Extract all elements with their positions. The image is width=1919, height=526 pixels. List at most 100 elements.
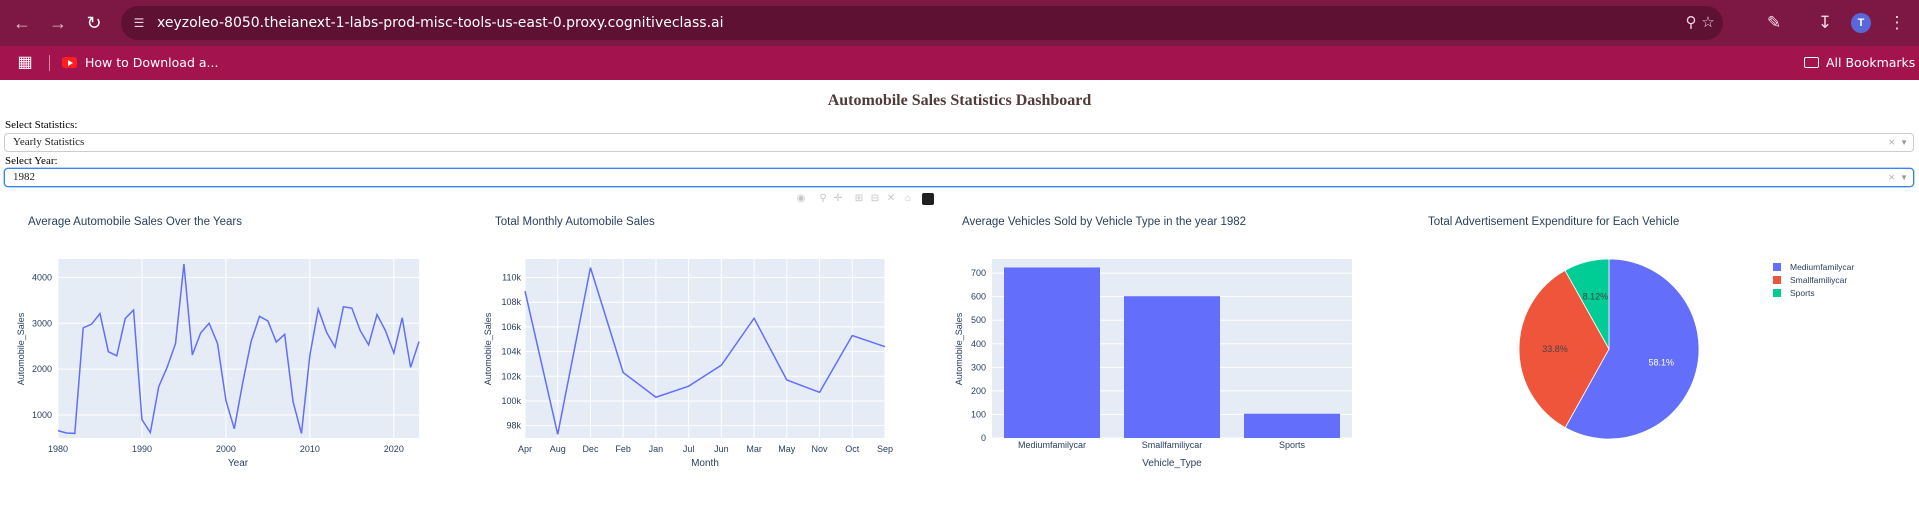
autoscale-icon[interactable]: ✕	[886, 193, 896, 204]
statistics-dropdown[interactable]: Yearly Statistics × ▼	[4, 133, 1914, 152]
legend-swatch	[1773, 289, 1781, 297]
all-bookmarks-button[interactable]: All Bookmarks	[1804, 46, 1915, 80]
zoom-in-icon[interactable]: ⊞	[854, 193, 864, 204]
pie-slice	[1564, 258, 1700, 440]
slice-label: 33.8%	[1542, 344, 1568, 354]
chart-monthly-sales: Total Monthly Automobile Sales 98k 100k 10…	[483, 216, 893, 469]
url-text[interactable]: xeyzoleo-8050.theianext-1-labs-prod-misc…	[157, 15, 724, 31]
chart-title: Average Vehicles Sold by Vehicle Type in…	[962, 216, 1246, 228]
y-tick-label: 300	[971, 362, 986, 372]
browser-toolbar: ← → ↻ ☰ xeyzoleo-8050.theianext-1-labs-p…	[0, 0, 1919, 46]
y-tick-label: 3000	[32, 318, 52, 328]
bookmarks-separator	[49, 55, 50, 71]
bar	[1004, 267, 1100, 438]
chart-yearly-sales: Average Automobile Sales Over the Years …	[16, 216, 420, 469]
chevron-down-icon[interactable]: ▼	[1900, 173, 1908, 182]
y-tick-label: 108k	[501, 297, 521, 307]
reload-icon[interactable]: ↻	[86, 13, 102, 33]
x-tick-label: Mediumfamilycar	[1018, 440, 1086, 450]
x-tick-label: 2010	[300, 444, 320, 454]
plotly-logo[interactable]	[922, 193, 934, 205]
camera-icon[interactable]: ◉	[796, 193, 806, 204]
x-tick-label: Jun	[714, 444, 729, 454]
star-icon[interactable]: ☆	[1701, 14, 1715, 31]
zoom-icon[interactable]: ⚲	[1685, 14, 1697, 31]
bookmarks-bar: ▦ How to Download a... All Bookmarks	[0, 46, 1919, 80]
legend-label: Mediumfamilycar	[1790, 262, 1854, 272]
puzzle-icon[interactable]: ✎	[1766, 13, 1782, 32]
year-label: Select Year:	[5, 155, 58, 167]
tune-icon[interactable]: ☰	[133, 16, 145, 30]
year-selected-value: 1982	[13, 171, 35, 183]
forward-arrow-icon[interactable]: →	[49, 13, 67, 33]
bar	[1244, 413, 1340, 438]
clear-icon[interactable]: ×	[1888, 170, 1895, 184]
x-tick-label: Smallfamiliycar	[1142, 440, 1203, 450]
avatar[interactable]: T	[1851, 13, 1871, 33]
x-axis-label: Vehicle_Type	[1142, 458, 1202, 469]
bookmark-item[interactable]: How to Download a...	[62, 46, 218, 80]
y-tick-label: 100	[971, 409, 986, 419]
bookmark-label: How to Download a...	[85, 55, 219, 70]
x-tick-label: 1980	[48, 444, 68, 454]
legend-swatch	[1773, 263, 1781, 271]
page-title: Automobile Sales Statistics Dashboard	[827, 92, 1092, 109]
y-tick-label: 700	[971, 268, 986, 278]
address-bar[interactable]: ☰ xeyzoleo-8050.theianext-1-labs-prod-mi…	[121, 6, 1723, 40]
x-tick-label: Aug	[550, 444, 566, 454]
plot-area	[58, 259, 419, 438]
download-icon[interactable]: ↧	[1817, 13, 1833, 32]
kebab-menu-icon[interactable]: ⋮	[1888, 13, 1906, 32]
apps-grid-icon[interactable]: ▦	[17, 54, 33, 71]
pie-slice	[1518, 269, 1610, 429]
series-line	[524, 267, 886, 435]
y-tick-label: 600	[971, 292, 986, 302]
x-tick-label: May	[778, 444, 796, 454]
x-tick-label: Jan	[649, 444, 664, 454]
chart-title: Average Automobile Sales Over the Years	[28, 216, 242, 228]
y-tick-label: 102k	[501, 371, 521, 381]
legend-swatch	[1773, 276, 1781, 284]
y-tick-label: 1000	[32, 410, 52, 420]
chart-title: Total Monthly Automobile Sales	[495, 216, 655, 228]
back-arrow-icon[interactable]: ←	[13, 13, 31, 33]
x-tick-label: Oct	[845, 444, 860, 454]
x-axis-label: Month	[691, 458, 719, 469]
chart-ad-expenditure: Total Advertisement Expenditure for Each…	[1428, 216, 1854, 440]
x-tick-label: Apr	[518, 444, 532, 454]
x-tick-label: Sports	[1279, 440, 1306, 450]
legend-label: Sports	[1790, 288, 1815, 298]
pan-icon[interactable]: ✛	[833, 193, 843, 204]
statistics-selected-value: Yearly Statistics	[13, 136, 85, 148]
slice-label: 58.1%	[1649, 358, 1675, 368]
x-tick-label: Jul	[683, 444, 695, 454]
x-tick-label: 2020	[384, 444, 404, 454]
x-tick-label: Dec	[582, 444, 599, 454]
x-tick-label: 1990	[132, 444, 152, 454]
chart-title: Total Advertisement Expenditure for Each…	[1428, 216, 1679, 228]
y-tick-label: 4000	[32, 272, 52, 282]
chart-vehicle-type: Average Vehicles Sold by Vehicle Type in…	[954, 216, 1352, 469]
y-tick-label: 2000	[32, 364, 52, 374]
home-icon[interactable]: ⌂	[904, 193, 912, 204]
x-tick-label: Feb	[615, 444, 631, 454]
y-tick-label: 100k	[501, 396, 521, 406]
y-axis-label: Automobile_Sales	[954, 312, 964, 385]
x-tick-label: Nov	[812, 444, 829, 454]
y-tick-label: 400	[971, 339, 986, 349]
slice-label: 8.12%	[1583, 292, 1609, 302]
clear-icon[interactable]: ×	[1888, 135, 1895, 149]
plot-area	[525, 259, 885, 438]
plot-area	[992, 259, 1352, 438]
bar	[1124, 296, 1220, 438]
year-dropdown[interactable]: 1982 × ▼	[4, 168, 1914, 187]
zoom-out-icon[interactable]: ⊟	[870, 193, 880, 204]
zoom-icon[interactable]: ⚲	[819, 193, 827, 204]
chevron-down-icon[interactable]: ▼	[1900, 138, 1908, 147]
all-bookmarks-label: All Bookmarks	[1826, 55, 1916, 70]
y-axis-label: Automobile_Sales	[16, 312, 26, 385]
y-tick-label: 104k	[501, 347, 521, 357]
y-tick-label: 98k	[506, 421, 521, 431]
x-tick-label: Mar	[746, 444, 762, 454]
pie-slice	[1564, 258, 1610, 351]
